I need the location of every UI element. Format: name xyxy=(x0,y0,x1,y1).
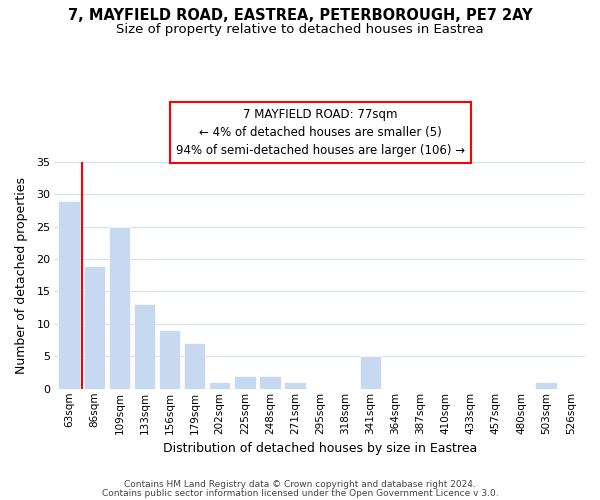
Bar xyxy=(58,200,80,389)
Text: Contains public sector information licensed under the Open Government Licence v : Contains public sector information licen… xyxy=(101,488,499,498)
Text: 7 MAYFIELD ROAD: 77sqm
← 4% of detached houses are smaller (5)
94% of semi-detac: 7 MAYFIELD ROAD: 77sqm ← 4% of detached … xyxy=(176,108,465,157)
Text: Size of property relative to detached houses in Eastrea: Size of property relative to detached ho… xyxy=(116,22,484,36)
Bar xyxy=(159,330,180,389)
Bar xyxy=(209,382,230,389)
Bar xyxy=(284,382,306,389)
Text: 7, MAYFIELD ROAD, EASTREA, PETERBOROUGH, PE7 2AY: 7, MAYFIELD ROAD, EASTREA, PETERBOROUGH,… xyxy=(68,8,532,22)
Y-axis label: Number of detached properties: Number of detached properties xyxy=(15,176,28,374)
Bar xyxy=(234,376,256,389)
Bar xyxy=(259,376,281,389)
Bar xyxy=(134,304,155,389)
X-axis label: Distribution of detached houses by size in Eastrea: Distribution of detached houses by size … xyxy=(163,442,477,455)
Bar xyxy=(184,344,205,389)
Text: Contains HM Land Registry data © Crown copyright and database right 2024.: Contains HM Land Registry data © Crown c… xyxy=(124,480,476,489)
Bar xyxy=(359,356,381,389)
Bar xyxy=(535,382,557,389)
Bar xyxy=(109,226,130,389)
Bar xyxy=(83,266,105,389)
